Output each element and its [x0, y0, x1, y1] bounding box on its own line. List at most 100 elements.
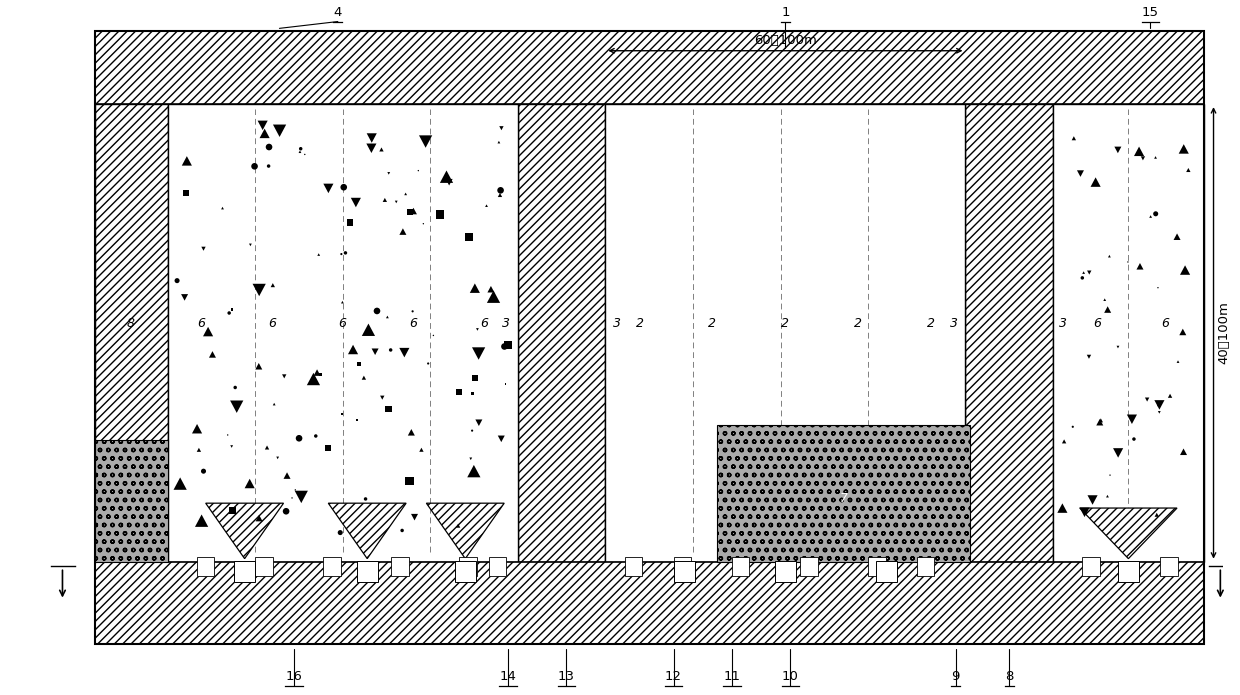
Polygon shape: [281, 375, 286, 378]
Polygon shape: [1087, 496, 1097, 505]
Bar: [255, 557, 273, 576]
Polygon shape: [1080, 507, 1090, 517]
Bar: [472, 375, 479, 382]
Polygon shape: [500, 126, 503, 130]
Text: 6: 6: [197, 317, 206, 330]
Polygon shape: [1145, 398, 1149, 402]
Polygon shape: [317, 253, 320, 256]
Polygon shape: [174, 477, 187, 490]
Bar: [94, 562, 1204, 644]
Bar: [800, 557, 817, 576]
Polygon shape: [410, 208, 417, 214]
Text: 15: 15: [1142, 6, 1159, 19]
Circle shape: [1127, 261, 1128, 263]
Circle shape: [175, 278, 180, 283]
Text: 14: 14: [500, 670, 517, 683]
Circle shape: [227, 434, 228, 436]
Circle shape: [412, 310, 414, 313]
Polygon shape: [472, 348, 485, 360]
Bar: [505, 341, 512, 350]
Polygon shape: [1154, 400, 1164, 409]
Bar: [357, 561, 378, 582]
Bar: [167, 104, 518, 562]
Polygon shape: [467, 465, 480, 477]
Text: 6: 6: [268, 317, 277, 330]
Bar: [94, 440, 167, 562]
Polygon shape: [1135, 147, 1145, 156]
Polygon shape: [1187, 168, 1190, 172]
Circle shape: [267, 164, 270, 167]
Polygon shape: [255, 515, 263, 521]
Bar: [341, 414, 342, 415]
Bar: [673, 561, 696, 582]
Polygon shape: [231, 400, 243, 413]
Circle shape: [314, 434, 317, 438]
Polygon shape: [1104, 298, 1106, 301]
Polygon shape: [249, 243, 252, 246]
Polygon shape: [258, 121, 268, 130]
Polygon shape: [470, 457, 472, 460]
Circle shape: [401, 529, 404, 532]
Polygon shape: [348, 345, 358, 354]
Polygon shape: [314, 369, 321, 376]
Bar: [319, 373, 322, 376]
Circle shape: [389, 348, 392, 352]
Bar: [405, 477, 414, 485]
Polygon shape: [381, 395, 384, 400]
Text: 2: 2: [854, 317, 862, 330]
Bar: [465, 233, 474, 241]
Bar: [717, 425, 970, 562]
Polygon shape: [1061, 439, 1066, 443]
Circle shape: [265, 144, 273, 150]
Polygon shape: [1177, 360, 1179, 363]
Circle shape: [497, 187, 503, 194]
Bar: [1053, 104, 1204, 562]
Text: 6: 6: [1092, 317, 1101, 330]
Polygon shape: [299, 150, 301, 153]
Polygon shape: [1104, 306, 1111, 313]
Polygon shape: [1087, 270, 1091, 275]
Bar: [1159, 557, 1178, 576]
Polygon shape: [1157, 404, 1159, 407]
Polygon shape: [372, 348, 378, 355]
Polygon shape: [341, 301, 343, 304]
Circle shape: [373, 308, 381, 314]
Text: 8: 8: [126, 317, 135, 330]
Bar: [324, 557, 341, 576]
Polygon shape: [1071, 136, 1076, 140]
Text: 2: 2: [781, 317, 790, 330]
Polygon shape: [1180, 448, 1187, 455]
Circle shape: [299, 147, 303, 150]
Polygon shape: [367, 133, 377, 142]
Text: 60～100m: 60～100m: [754, 34, 817, 47]
Bar: [775, 561, 796, 582]
Polygon shape: [419, 136, 433, 148]
Polygon shape: [210, 351, 216, 358]
Polygon shape: [273, 403, 275, 405]
Bar: [229, 507, 236, 514]
Bar: [1083, 557, 1100, 576]
Polygon shape: [1083, 271, 1085, 274]
Bar: [197, 557, 215, 576]
Circle shape: [291, 497, 293, 498]
Polygon shape: [1180, 265, 1190, 275]
Bar: [625, 557, 642, 576]
Polygon shape: [408, 429, 415, 436]
Polygon shape: [497, 193, 502, 197]
Polygon shape: [419, 448, 424, 452]
Text: 13: 13: [558, 670, 575, 683]
Circle shape: [418, 170, 419, 172]
Text: 4: 4: [334, 6, 342, 19]
Polygon shape: [1106, 495, 1109, 498]
Polygon shape: [1114, 448, 1123, 458]
Text: 6: 6: [1161, 317, 1169, 330]
Polygon shape: [487, 291, 500, 303]
Text: 1: 1: [781, 6, 790, 19]
Polygon shape: [195, 514, 208, 527]
Bar: [1117, 561, 1140, 582]
Polygon shape: [231, 445, 233, 448]
Polygon shape: [399, 348, 409, 357]
Text: 6: 6: [339, 317, 347, 330]
Polygon shape: [362, 375, 366, 379]
Polygon shape: [306, 373, 320, 385]
